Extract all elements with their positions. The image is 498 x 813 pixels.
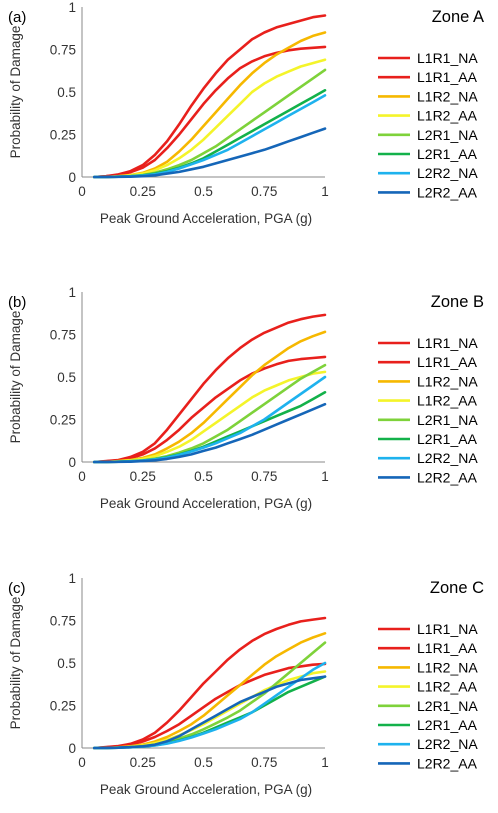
legend-label-L2R1_AA: L2R1_AA: [417, 431, 478, 447]
x-tick-label: 0: [78, 755, 86, 770]
x-tick-label: 0: [78, 184, 86, 199]
y-tick-label: 0.25: [50, 128, 76, 143]
legend-label-L2R1_NA: L2R1_NA: [417, 412, 478, 428]
y-tick-label: 0.5: [57, 370, 76, 385]
legend-label-L1R2_NA: L1R2_NA: [417, 659, 478, 675]
series-line-L2R2_AA: [92, 675, 327, 750]
chart-panel-3: 0 0.25 0.5 0.75 1 0 0.25 0.5 0.75 1 Peak Ground Ac…: [8, 571, 484, 797]
series-line-L2R2_AA: [92, 127, 327, 179]
chart-panel-1: 0 0.25 0.5 0.75 1 0 0.25 0.5 0.75 1 Peak Ground Ac…: [8, 0, 484, 226]
x-axis-label: Peak Ground Acceleration, PGA (g): [100, 782, 312, 797]
x-tick-label: 1: [321, 184, 329, 199]
y-tick-label: 0.25: [50, 699, 76, 714]
x-tick-label: 1: [321, 469, 329, 484]
x-tick-label: 0.75: [251, 184, 277, 199]
x-tick-label: 0.25: [130, 469, 156, 484]
panel-label: (a): [8, 9, 26, 26]
x-tick-label: 0.75: [251, 469, 277, 484]
chart-panel-2: 0 0.25 0.5 0.75 1 0 0.25 0.5 0.75 1 Peak Ground Ac…: [8, 285, 484, 511]
x-tick-label: 0.25: [130, 184, 156, 199]
panel-title: Zone A: [432, 8, 484, 26]
legend-label-L2R1_NA: L2R1_NA: [417, 127, 478, 143]
x-tick-label: 0.5: [194, 184, 213, 199]
legend-label-L1R1_AA: L1R1_AA: [417, 69, 478, 85]
legend-label-L2R1_AA: L2R1_AA: [417, 717, 478, 733]
series-line-L1R1_AA: [92, 45, 327, 179]
legend-label-L2R2_NA: L2R2_NA: [417, 736, 478, 752]
x-tick-label: 0.5: [194, 755, 213, 770]
legend-label-L2R2_NA: L2R2_NA: [417, 450, 478, 466]
panel-title: Zone C: [430, 579, 484, 597]
legend-label-L1R1_AA: L1R1_AA: [417, 354, 478, 370]
x-tick-label: 0.5: [194, 469, 213, 484]
legend-label-L2R1_AA: L2R1_AA: [417, 146, 478, 162]
x-axis-label: Peak Ground Acceleration, PGA (g): [100, 211, 312, 226]
x-tick-label: 0: [78, 469, 86, 484]
legend-label-L1R2_NA: L1R2_NA: [417, 373, 478, 389]
y-tick-label: 0: [68, 741, 76, 756]
y-tick-label: 1: [68, 285, 76, 300]
series-line-L1R1_AA: [92, 662, 327, 750]
series-line-L2R2_AA: [92, 402, 327, 464]
y-axis-label: Probability of Damage: [8, 26, 23, 159]
x-tick-label: 0.25: [130, 755, 156, 770]
legend-label-L2R1_NA: L2R1_NA: [417, 698, 478, 714]
panel-label: (c): [8, 580, 26, 597]
legend-label-L1R2_AA: L1R2_AA: [417, 108, 478, 124]
y-tick-label: 0.5: [57, 656, 76, 671]
y-tick-label: 0.75: [50, 614, 76, 629]
series-line-L2R1_AA: [92, 675, 327, 750]
legend-label-L2R2_AA: L2R2_AA: [417, 755, 478, 771]
panel-label: (b): [8, 294, 26, 311]
legend-label-L1R1_NA: L1R1_NA: [417, 50, 478, 66]
legend-label-L2R2_AA: L2R2_AA: [417, 469, 478, 485]
legend-label-L1R1_NA: L1R1_NA: [417, 335, 478, 351]
legend-label-L2R2_AA: L2R2_AA: [417, 184, 478, 200]
legend-label-L1R1_AA: L1R1_AA: [417, 640, 478, 656]
legend-label-L1R2_AA: L1R2_AA: [417, 393, 478, 409]
x-tick-label: 1: [321, 755, 329, 770]
x-axis-label: Peak Ground Acceleration, PGA (g): [100, 496, 312, 511]
y-tick-label: 1: [68, 0, 76, 15]
x-tick-label: 0.75: [251, 755, 277, 770]
legend-label-L2R2_NA: L2R2_NA: [417, 165, 478, 181]
y-tick-label: 0: [68, 455, 76, 470]
y-axis-label: Probability of Damage: [8, 311, 23, 444]
series-line-L1R2_NA: [92, 330, 327, 464]
y-axis-label: Probability of Damage: [8, 597, 23, 730]
y-tick-label: 0: [68, 170, 76, 185]
legend-label-L1R2_NA: L1R2_NA: [417, 88, 478, 104]
series-line-L1R1_NA: [92, 313, 327, 464]
panel-title: Zone B: [431, 293, 484, 311]
legend-label-L1R1_NA: L1R1_NA: [417, 621, 478, 637]
y-tick-label: 1: [68, 571, 76, 586]
legend-label-L1R2_AA: L1R2_AA: [417, 679, 478, 695]
series-line-L2R1_NA: [92, 68, 327, 179]
y-tick-label: 0.75: [50, 328, 76, 343]
series-line-L1R1_AA: [92, 355, 327, 464]
y-tick-label: 0.5: [57, 85, 76, 100]
y-tick-label: 0.25: [50, 413, 76, 428]
y-tick-label: 0.75: [50, 43, 76, 58]
